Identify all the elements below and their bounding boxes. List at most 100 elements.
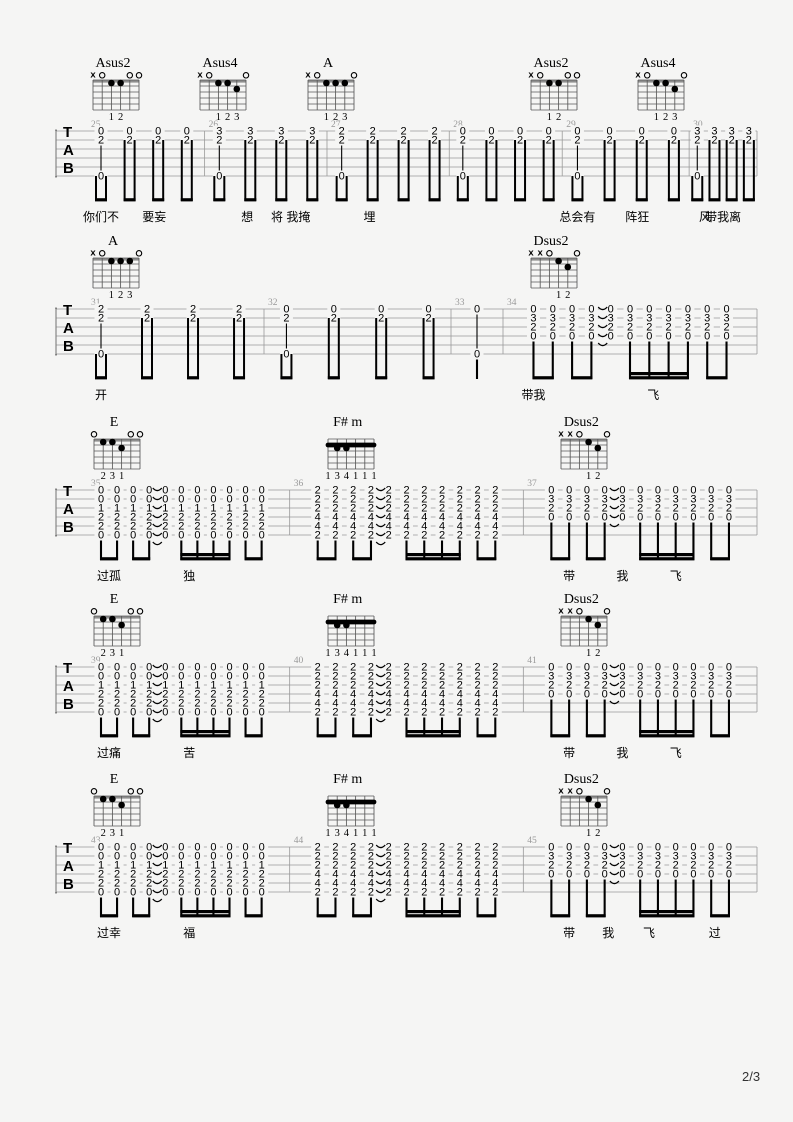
svg-text:2: 2: [421, 530, 427, 542]
svg-text:埋: 埋: [363, 210, 375, 224]
svg-text:0: 0: [474, 349, 480, 361]
svg-text:将: 将: [271, 210, 283, 224]
svg-text:2: 2: [332, 707, 338, 719]
svg-text:2: 2: [247, 135, 253, 147]
svg-text:带: 带: [563, 746, 575, 760]
svg-text:2: 2: [492, 530, 498, 542]
svg-text:0: 0: [602, 512, 608, 524]
svg-text:2: 2: [425, 313, 431, 325]
svg-text:0: 0: [685, 331, 691, 343]
svg-text:0: 0: [690, 512, 696, 524]
svg-text:0: 0: [146, 887, 152, 899]
svg-text:0: 0: [690, 869, 696, 881]
svg-text:我: 我: [602, 926, 614, 940]
svg-text:0: 0: [130, 530, 136, 542]
svg-text:2: 2: [350, 887, 356, 899]
svg-text:2: 2: [421, 707, 427, 719]
svg-text:41: 41: [527, 656, 537, 666]
svg-text:0: 0: [226, 707, 232, 719]
svg-text:0: 0: [627, 331, 633, 343]
svg-text:0: 0: [584, 512, 590, 524]
svg-text:带: 带: [563, 569, 575, 583]
svg-text:0: 0: [210, 707, 216, 719]
svg-text:2: 2: [439, 707, 445, 719]
svg-text:0: 0: [98, 707, 104, 719]
svg-text:我: 我: [616, 746, 628, 760]
svg-text:飞: 飞: [670, 569, 682, 583]
svg-text:2: 2: [368, 707, 374, 719]
svg-text:0: 0: [178, 887, 184, 899]
svg-text:0: 0: [226, 530, 232, 542]
svg-text:2: 2: [711, 135, 717, 147]
svg-text:2: 2: [729, 135, 735, 147]
svg-text:0: 0: [178, 707, 184, 719]
svg-text:0: 0: [708, 512, 714, 524]
svg-text:2: 2: [331, 313, 337, 325]
svg-text:2: 2: [216, 135, 222, 147]
svg-text:福: 福: [183, 925, 195, 940]
svg-text:飞: 飞: [670, 746, 682, 760]
svg-text:2: 2: [474, 887, 480, 899]
svg-text:0: 0: [114, 707, 120, 719]
svg-text:A: A: [63, 142, 74, 159]
svg-text:2: 2: [403, 887, 409, 899]
svg-text:0: 0: [178, 530, 184, 542]
svg-text:2: 2: [315, 530, 321, 542]
svg-text:B: B: [63, 876, 74, 893]
svg-text:带我离: 带我离: [705, 209, 741, 224]
svg-text:0: 0: [146, 707, 152, 719]
svg-text:2: 2: [184, 135, 190, 147]
svg-text:A: A: [63, 858, 74, 875]
svg-text:0: 0: [584, 689, 590, 701]
svg-text:T: T: [63, 660, 72, 677]
svg-text:33: 33: [455, 298, 465, 308]
svg-text:0: 0: [566, 512, 572, 524]
svg-text:2: 2: [694, 135, 700, 147]
svg-text:0: 0: [637, 512, 643, 524]
svg-text:苦: 苦: [183, 746, 195, 760]
svg-text:2: 2: [439, 530, 445, 542]
svg-text:2: 2: [370, 135, 376, 147]
svg-text:0: 0: [619, 512, 625, 524]
svg-text:0: 0: [210, 887, 216, 899]
svg-text:B: B: [63, 338, 74, 355]
svg-text:过孤: 过孤: [97, 569, 121, 583]
svg-text:0: 0: [550, 331, 556, 343]
svg-text:2: 2: [401, 135, 407, 147]
svg-text:2: 2: [492, 887, 498, 899]
svg-text:2: 2: [671, 135, 677, 147]
svg-text:A: A: [63, 678, 74, 695]
svg-text:0: 0: [548, 869, 554, 881]
svg-text:0: 0: [194, 707, 200, 719]
svg-text:34: 34: [507, 298, 517, 308]
svg-text:0: 0: [114, 887, 120, 899]
svg-text:2: 2: [492, 707, 498, 719]
svg-text:0: 0: [637, 689, 643, 701]
svg-text:0: 0: [666, 331, 672, 343]
svg-text:A: A: [63, 320, 74, 337]
svg-text:0: 0: [98, 530, 104, 542]
svg-text:2: 2: [283, 313, 289, 325]
svg-text:飞: 飞: [643, 926, 655, 940]
svg-text:开: 开: [95, 388, 107, 402]
svg-text:2: 2: [421, 887, 427, 899]
svg-text:2: 2: [127, 135, 133, 147]
svg-text:0: 0: [673, 689, 679, 701]
svg-text:2: 2: [457, 530, 463, 542]
svg-text:T: T: [63, 124, 72, 141]
svg-text:0: 0: [602, 869, 608, 881]
svg-text:0: 0: [259, 530, 265, 542]
svg-text:A: A: [63, 501, 74, 518]
svg-text:2: 2: [339, 135, 345, 147]
svg-text:2: 2: [546, 135, 552, 147]
svg-text:0: 0: [673, 512, 679, 524]
svg-text:B: B: [63, 160, 74, 177]
svg-text:0: 0: [194, 530, 200, 542]
svg-text:0: 0: [726, 689, 732, 701]
svg-text:0: 0: [608, 331, 614, 343]
svg-text:0: 0: [655, 689, 661, 701]
svg-text:0: 0: [283, 349, 289, 361]
svg-text:2: 2: [457, 707, 463, 719]
svg-text:想: 想: [241, 209, 253, 224]
svg-text:0: 0: [194, 887, 200, 899]
